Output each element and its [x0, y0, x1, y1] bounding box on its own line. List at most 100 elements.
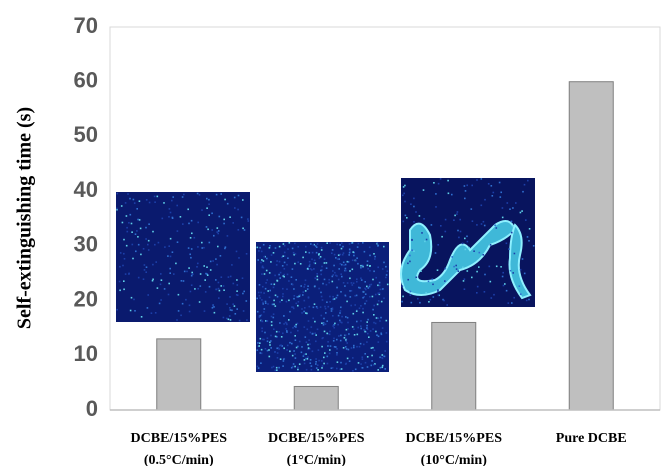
speckle — [385, 266, 387, 268]
speckle — [236, 294, 238, 296]
speckle — [484, 291, 486, 293]
y-tick-label: 40 — [74, 177, 98, 202]
speckle — [260, 315, 262, 317]
speckle — [171, 200, 173, 202]
speckle — [263, 260, 265, 262]
speckle — [312, 351, 314, 353]
speckle — [292, 268, 294, 270]
speckle — [326, 333, 328, 335]
speckle — [332, 270, 334, 272]
speckle — [126, 245, 128, 247]
speckle — [333, 274, 335, 276]
speckle — [232, 222, 234, 224]
speckle — [465, 190, 467, 192]
speckle — [216, 194, 218, 196]
speckle — [364, 281, 366, 283]
speckle — [311, 326, 313, 328]
speckle — [462, 243, 464, 245]
speckle — [219, 216, 221, 218]
speckle — [360, 363, 362, 365]
speckle — [259, 297, 261, 299]
speckle — [381, 334, 383, 336]
speckle — [454, 215, 456, 217]
speckle — [357, 327, 359, 329]
speckle — [152, 280, 154, 282]
speckle — [314, 303, 316, 305]
speckle — [511, 221, 513, 223]
speckle — [340, 340, 342, 342]
speckle — [325, 312, 327, 314]
speckle — [471, 185, 473, 187]
speckle — [331, 252, 333, 254]
speckle — [201, 242, 203, 244]
speckle — [282, 293, 284, 295]
speckle — [420, 270, 422, 272]
speckle — [135, 251, 137, 253]
speckle — [367, 356, 369, 358]
speckle — [356, 281, 358, 283]
speckle — [287, 345, 289, 347]
speckle — [236, 279, 238, 281]
speckle — [314, 321, 316, 323]
speckle — [206, 207, 208, 209]
speckle — [307, 288, 309, 290]
speckle — [347, 282, 349, 284]
speckle — [293, 308, 295, 310]
x-tick-label: (0.5°C/min) — [144, 453, 214, 466]
speckle — [379, 282, 381, 284]
speckle — [315, 245, 317, 247]
speckle — [189, 311, 191, 313]
speckle — [419, 302, 421, 304]
speckle — [382, 268, 384, 270]
speckle — [221, 276, 223, 278]
speckle — [493, 294, 495, 296]
speckle — [276, 348, 278, 350]
speckle — [502, 272, 504, 274]
speckle — [503, 285, 505, 287]
speckle — [185, 299, 187, 301]
speckle — [336, 368, 338, 370]
speckle — [345, 270, 347, 272]
speckle — [234, 197, 236, 199]
speckle — [380, 289, 382, 291]
speckle — [131, 223, 133, 225]
speckle — [382, 354, 384, 356]
speckle — [310, 332, 312, 334]
speckle — [264, 332, 266, 334]
speckle — [308, 339, 310, 341]
speckle — [238, 257, 240, 259]
speckle — [188, 267, 190, 269]
speckle — [457, 211, 459, 213]
speckle — [387, 284, 389, 286]
speckle — [228, 276, 230, 278]
speckle — [119, 281, 121, 283]
speckle — [269, 247, 271, 249]
speckle — [291, 367, 293, 369]
speckle — [229, 216, 231, 218]
speckle — [159, 303, 161, 305]
speckle — [164, 246, 166, 248]
speckle — [373, 314, 375, 316]
speckle — [203, 247, 205, 249]
speckle — [320, 274, 322, 276]
speckle — [271, 316, 273, 318]
speckle — [364, 329, 366, 331]
speckle — [345, 264, 347, 266]
speckle — [262, 303, 264, 305]
speckle — [473, 250, 475, 252]
speckle — [271, 254, 273, 256]
speckle — [481, 223, 483, 225]
speckle — [236, 290, 238, 292]
speckle — [242, 228, 244, 230]
speckle — [369, 270, 371, 272]
speckle — [383, 262, 385, 264]
speckle — [468, 247, 470, 249]
speckle — [323, 324, 325, 326]
speckle — [294, 353, 296, 355]
speckle — [297, 261, 299, 263]
speckle — [157, 196, 159, 198]
speckle — [352, 251, 354, 253]
speckle — [246, 300, 248, 302]
speckle — [276, 264, 278, 266]
speckle — [190, 257, 192, 259]
